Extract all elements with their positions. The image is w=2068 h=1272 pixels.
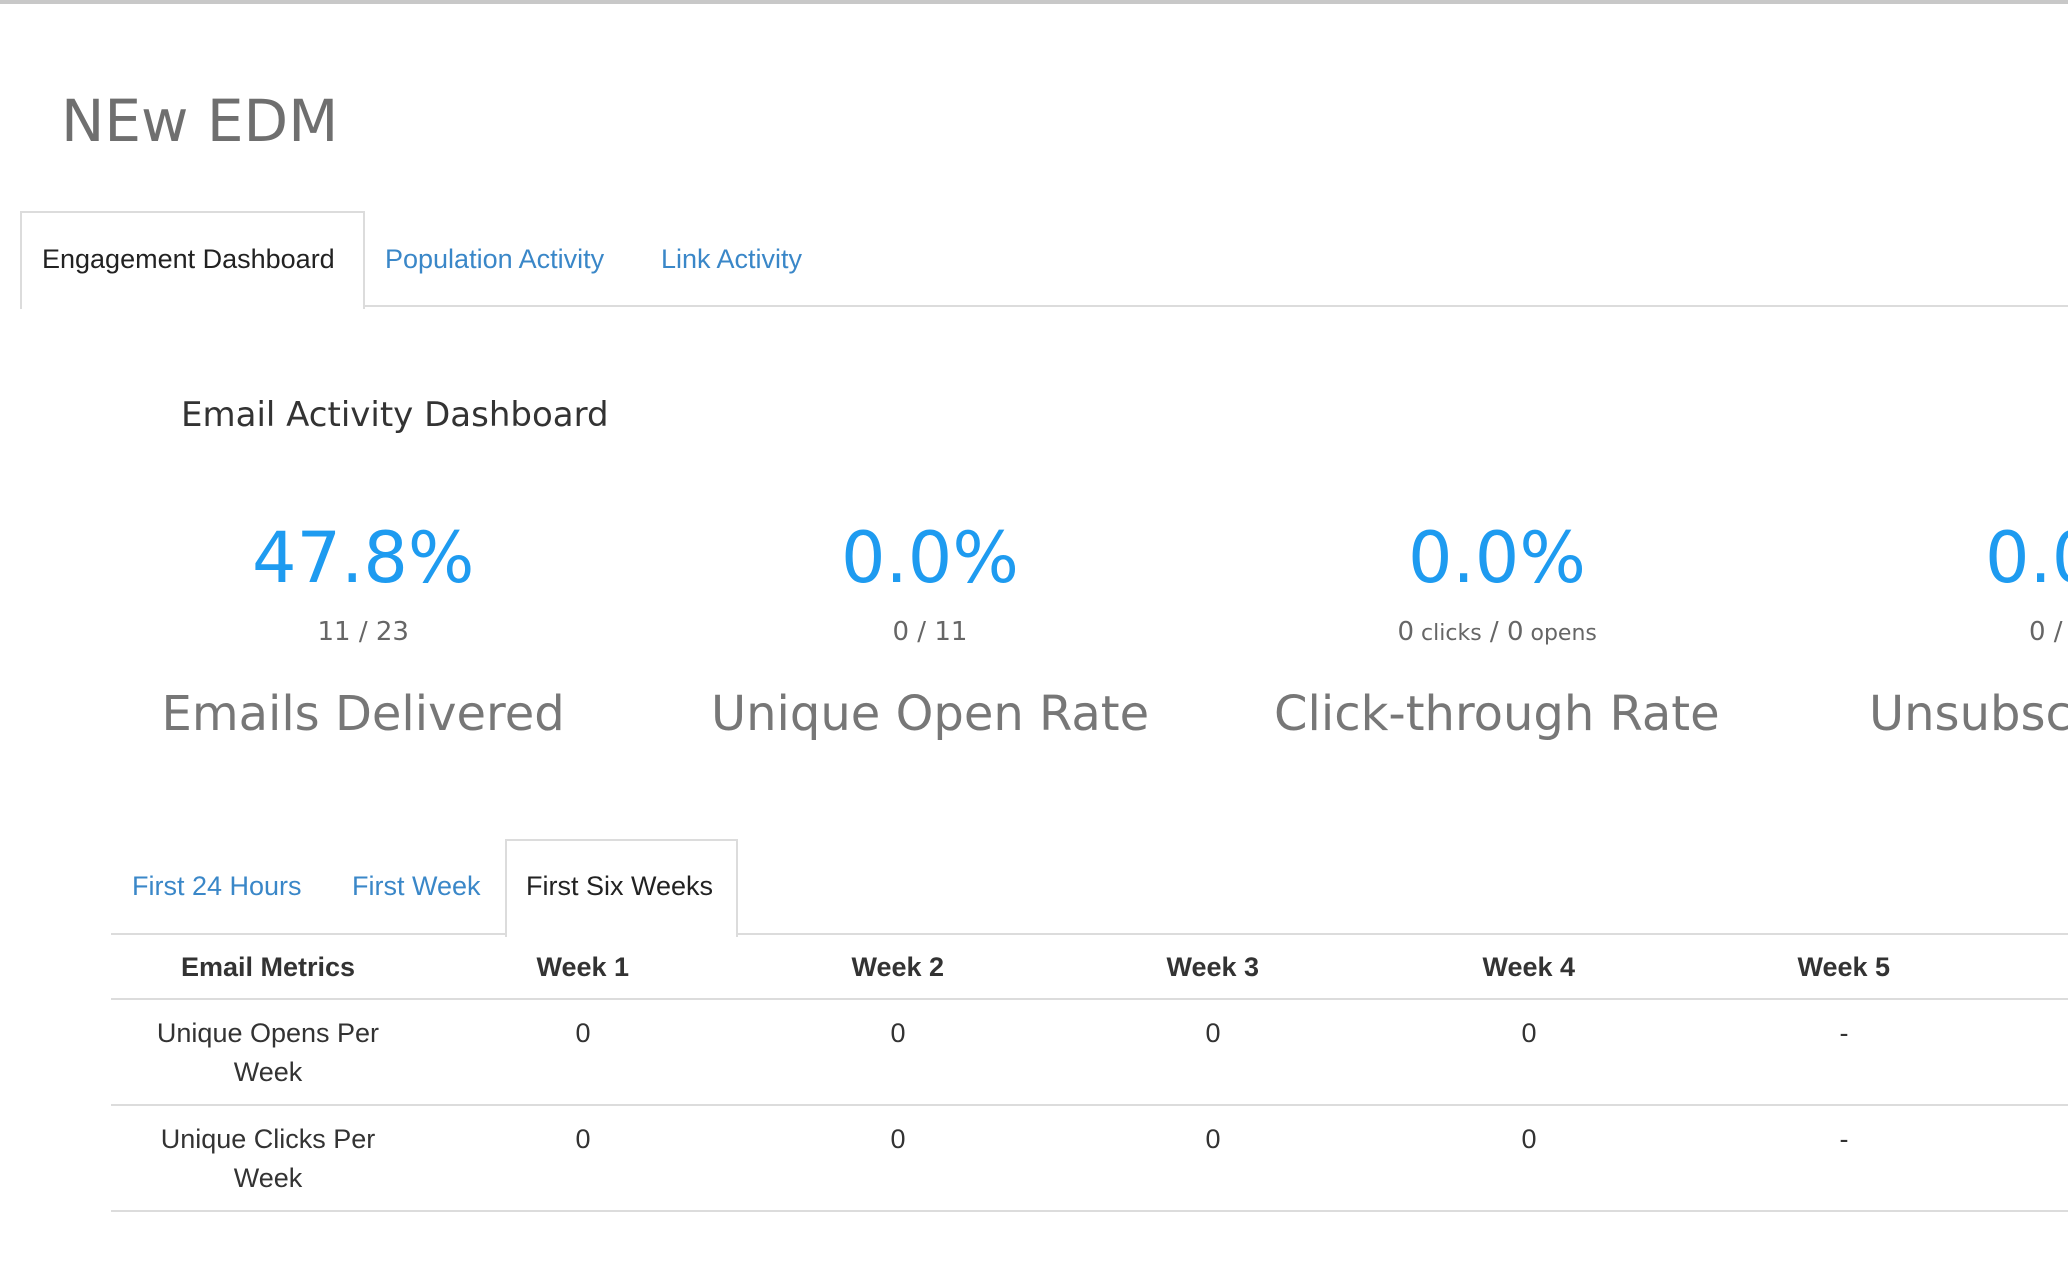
tab[interactable]: Engagement Dashboard (42, 244, 335, 274)
stat-value: 0.0% (841, 517, 1019, 599)
table-cell: 0 (890, 1124, 906, 1154)
table-cell: Unique Clicks Per Week (160, 1124, 376, 1193)
tab[interactable]: Link Activity (661, 244, 803, 274)
stat-detail: 0 clicks / 0 opens (1398, 619, 1597, 645)
period-tab[interactable]: First 24 Hours (132, 871, 302, 901)
stat-detail: 11 / 23 (317, 617, 409, 647)
table-cell: - (1839, 1124, 1849, 1154)
table-row-line (111, 1104, 2068, 1106)
table-header: Week 5 (1797, 952, 1891, 982)
active-period-tab (505, 839, 738, 937)
table-header: Email Metrics (181, 952, 356, 982)
tab[interactable]: Population Activity (385, 244, 605, 274)
table-cell: 0 (1521, 1018, 1537, 1048)
stat-detail-part: / (1481, 617, 1499, 647)
stat-value: 47.8% (252, 517, 475, 599)
stat-detail-part: clicks (1414, 621, 1482, 646)
table-header-line (111, 998, 2068, 1000)
table-cell: - (1839, 1018, 1849, 1048)
table-cell: 0 (1521, 1124, 1537, 1154)
table-header: Week 1 (536, 952, 630, 982)
table-header: Week 2 (851, 952, 945, 982)
table-cell: 0 (890, 1018, 906, 1048)
stat-label: Unique Open Rate (711, 686, 1150, 742)
tabs-baseline (20, 305, 2068, 307)
stat-value: 0.0% (1408, 517, 1586, 599)
stat-detail-part: opens (1523, 621, 1597, 646)
dashboard-title: Email Activity Dashboard (181, 395, 609, 435)
table-cell: 0 (1205, 1018, 1221, 1048)
stat-detail-part: 0 (1498, 617, 1524, 647)
table-header: Week 4 (1482, 952, 1576, 982)
table-row-line (111, 1210, 2068, 1212)
period-tab[interactable]: First Week (352, 871, 481, 901)
table-cell: Unique Opens Per Week (156, 1018, 380, 1087)
stat-detail: 0 / (2029, 617, 2063, 647)
table-cell: 0 (575, 1018, 591, 1048)
table-cell: 0 (575, 1124, 591, 1154)
page-title: NEw EDM (61, 87, 339, 155)
stat-label: Unsubscr (1869, 686, 2068, 742)
period-tabs-baseline (111, 933, 2068, 935)
stat-label: Emails Delivered (161, 686, 565, 742)
stat-value: 0.0 (1985, 517, 2068, 599)
top-bar (0, 0, 2068, 4)
period-tab[interactable]: First Six Weeks (526, 871, 714, 901)
stat-detail: 0 / 11 (892, 617, 968, 647)
stat-detail-part: 0 (1397, 617, 1415, 647)
active-tab (20, 211, 365, 309)
table-cell: 0 (1205, 1124, 1221, 1154)
stat-label: Click-through Rate (1274, 686, 1720, 742)
table-header: Week 3 (1166, 952, 1260, 982)
